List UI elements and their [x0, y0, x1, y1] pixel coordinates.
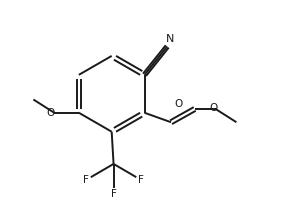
Text: O: O: [174, 99, 182, 109]
Text: F: F: [111, 189, 116, 198]
Text: F: F: [138, 175, 144, 185]
Text: N: N: [166, 34, 174, 44]
Text: O: O: [46, 108, 55, 118]
Text: O: O: [210, 103, 218, 113]
Text: F: F: [83, 175, 89, 185]
